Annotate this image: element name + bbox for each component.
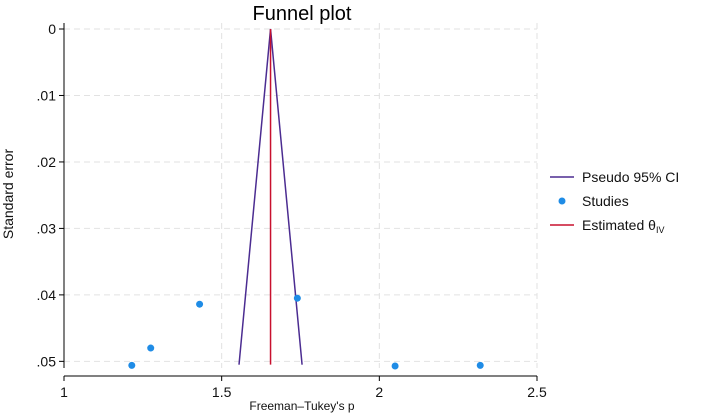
chart-title: Funnel plot <box>253 3 352 25</box>
x-tick-label: 1 <box>60 384 68 400</box>
y-tick-label: .01 <box>37 87 57 103</box>
legend: Pseudo 95% CI Studies Estimated θIV <box>550 169 679 235</box>
y-tick-label: .04 <box>37 287 57 303</box>
x-axis: 1 1.5 2 2.5 <box>60 375 547 400</box>
study-point <box>196 300 204 308</box>
y-tick-label: .05 <box>37 353 57 369</box>
study-point <box>391 362 399 370</box>
legend-label-estimate-subscript: IV <box>656 225 665 235</box>
grid-lines <box>63 23 538 368</box>
y-tick-label: 0 <box>48 21 56 37</box>
x-tick-label: 2.5 <box>527 384 547 400</box>
x-tick-label: 1.5 <box>212 384 232 400</box>
legend-label-estimate: Estimated θIV <box>582 217 664 235</box>
y-axis-title: Standard error <box>0 149 16 240</box>
y-tick-label: .03 <box>37 220 57 236</box>
y-tick-label: .02 <box>37 154 57 170</box>
legend-label-estimate-main: Estimated θ <box>582 217 656 233</box>
y-axis: 0 .01 .02 .03 .04 .05 <box>37 21 65 369</box>
x-axis-title: Freeman–Tukey's p <box>249 399 355 413</box>
plot-area <box>64 18 550 370</box>
study-point <box>147 344 155 352</box>
legend-swatch-studies <box>558 197 566 205</box>
study-point <box>476 361 484 369</box>
x-tick-label: 2 <box>375 384 383 400</box>
study-point <box>128 361 136 369</box>
series-layer <box>128 28 484 370</box>
legend-label-studies: Studies <box>582 193 629 209</box>
study-point <box>293 294 301 302</box>
legend-label-pseudo-ci: Pseudo 95% CI <box>582 169 679 185</box>
